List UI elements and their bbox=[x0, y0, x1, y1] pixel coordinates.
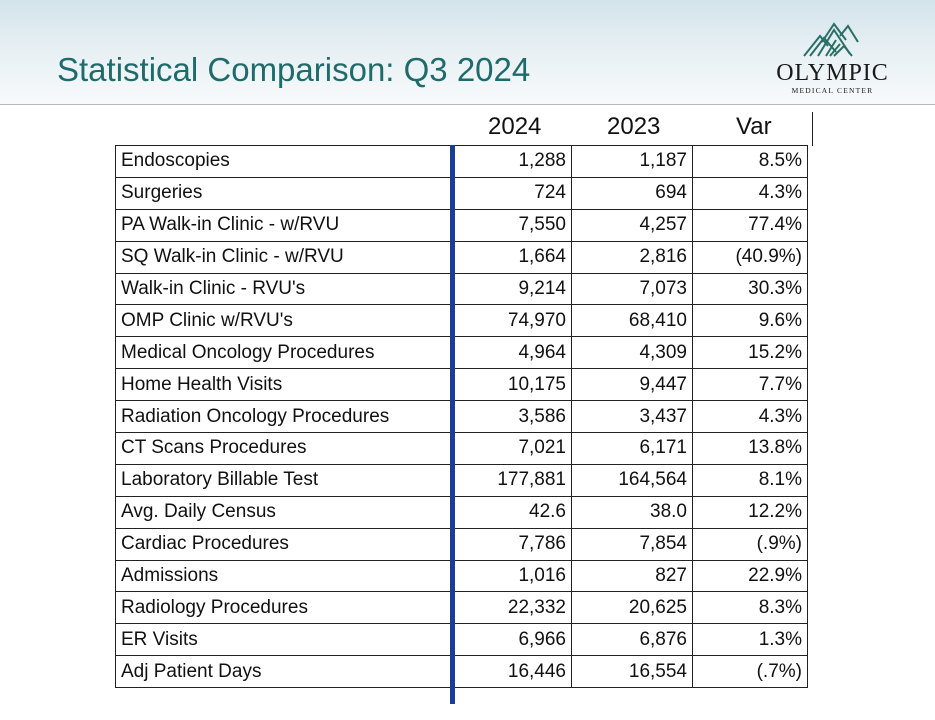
value-2024: 16,446 bbox=[450, 655, 572, 689]
row-label: PA Walk-in Clinic - w/RVU bbox=[115, 208, 451, 242]
value-2023: 4,257 bbox=[571, 208, 693, 242]
value-2023: 2,816 bbox=[571, 240, 693, 274]
column-header-2024: 2024 bbox=[488, 113, 542, 140]
value-2024: 9,214 bbox=[450, 272, 572, 306]
row-label: Radiology Procedures bbox=[115, 591, 451, 625]
logo-subtitle: MEDICAL CENTER bbox=[791, 86, 874, 95]
variance-value: 12.2% bbox=[692, 495, 808, 529]
row-label: Laboratory Billable Test bbox=[115, 463, 451, 497]
variance-value: 15.2% bbox=[692, 336, 808, 370]
value-2024: 3,586 bbox=[450, 400, 572, 434]
variance-value: 13.8% bbox=[692, 432, 808, 465]
variance-value: 4.3% bbox=[692, 400, 808, 434]
table-row: Medical Oncology Procedures 4,964 4,309 15.… bbox=[115, 336, 808, 370]
value-2024: 177,881 bbox=[450, 463, 572, 497]
value-2024: 7,021 bbox=[450, 432, 572, 465]
value-2024: 22,332 bbox=[450, 591, 572, 625]
value-2023: 6,171 bbox=[571, 432, 693, 465]
value-2024: 42.6 bbox=[450, 495, 572, 529]
value-2023: 68,410 bbox=[571, 304, 693, 338]
value-2024: 6,966 bbox=[450, 623, 572, 657]
table-row: Walk-in Clinic - RVU's 9,214 7,073 30.3% bbox=[115, 272, 808, 306]
header-divider bbox=[0, 104, 935, 105]
variance-value: (40.9%) bbox=[692, 240, 808, 274]
column-separator-bar bbox=[450, 145, 455, 704]
variance-value: 30.3% bbox=[692, 272, 808, 306]
row-label: Surgeries bbox=[115, 176, 451, 210]
value-2023: 3,437 bbox=[571, 400, 693, 434]
row-label: Walk-in Clinic - RVU's bbox=[115, 272, 451, 306]
value-2024: 1,288 bbox=[450, 145, 572, 178]
variance-value: 7.7% bbox=[692, 368, 808, 402]
row-label: Medical Oncology Procedures bbox=[115, 336, 451, 370]
row-label: CT Scans Procedures bbox=[115, 432, 451, 465]
table-row: Adj Patient Days 16,446 16,554 (.7%) bbox=[115, 655, 808, 689]
table-row: Home Health Visits 10,175 9,447 7.7% bbox=[115, 368, 808, 402]
value-2024: 724 bbox=[450, 176, 572, 210]
logo-name: OLYMPIC bbox=[776, 60, 889, 86]
olympic-logo: OLYMPIC MEDICAL CENTER bbox=[770, 18, 895, 98]
variance-value: 8.1% bbox=[692, 463, 808, 497]
value-2023: 1,187 bbox=[571, 145, 693, 178]
table-row: Radiology Procedures 22,332 20,625 8.3% bbox=[115, 591, 808, 625]
table-row: CT Scans Procedures 7,021 6,171 13.8% bbox=[115, 432, 808, 465]
table-row: SQ Walk-in Clinic - w/RVU 1,664 2,816 (40.9… bbox=[115, 240, 808, 274]
variance-value: 9.6% bbox=[692, 304, 808, 338]
value-2024: 1,664 bbox=[450, 240, 572, 274]
variance-value: 4.3% bbox=[692, 176, 808, 210]
value-2024: 7,550 bbox=[450, 208, 572, 242]
row-label: OMP Clinic w/RVU's bbox=[115, 304, 451, 338]
row-label: Avg. Daily Census bbox=[115, 495, 451, 529]
variance-value: 8.3% bbox=[692, 591, 808, 625]
table-row: Admissions 1,016 827 22.9% bbox=[115, 559, 808, 593]
table-row: PA Walk-in Clinic - w/RVU 7,550 4,257 77.4% bbox=[115, 208, 808, 242]
table-row: Radiation Oncology Procedures 3,586 3,437 4… bbox=[115, 400, 808, 434]
value-2023: 4,309 bbox=[571, 336, 693, 370]
value-2024: 4,964 bbox=[450, 336, 572, 370]
row-label: Radiation Oncology Procedures bbox=[115, 400, 451, 434]
variance-value: 1.3% bbox=[692, 623, 808, 657]
table-row: Endoscopies 1,288 1,187 8.5% bbox=[115, 145, 808, 178]
value-2024: 74,970 bbox=[450, 304, 572, 338]
table-row: OMP Clinic w/RVU's 74,970 68,410 9.6% bbox=[115, 304, 808, 338]
table-row: Cardiac Procedures 7,786 7,854 (.9%) bbox=[115, 527, 808, 561]
row-label: Cardiac Procedures bbox=[115, 527, 451, 561]
row-label: Adj Patient Days bbox=[115, 655, 451, 689]
row-label: Home Health Visits bbox=[115, 368, 451, 402]
row-label: Admissions bbox=[115, 559, 451, 593]
mountain-logo-icon bbox=[803, 22, 859, 57]
column-header-var: Var bbox=[736, 113, 772, 140]
slide-header: Statistical Comparison: Q3 2024 OLYMPIC … bbox=[0, 0, 935, 104]
value-2023: 827 bbox=[571, 559, 693, 593]
value-2023: 7,073 bbox=[571, 272, 693, 306]
column-header-2023: 2023 bbox=[607, 113, 661, 140]
row-label: SQ Walk-in Clinic - w/RVU bbox=[115, 240, 451, 274]
value-2023: 694 bbox=[571, 176, 693, 210]
variance-value: 22.9% bbox=[692, 559, 808, 593]
value-2024: 1,016 bbox=[450, 559, 572, 593]
value-2023: 164,564 bbox=[571, 463, 693, 497]
value-2023: 20,625 bbox=[571, 591, 693, 625]
statistics-table: Endoscopies 1,288 1,187 8.5% Surgeries 724 694… bbox=[115, 145, 808, 689]
value-2023: 7,854 bbox=[571, 527, 693, 561]
table-row: Surgeries 724 694 4.3% bbox=[115, 176, 808, 210]
value-2024: 10,175 bbox=[450, 368, 572, 402]
slide-title: Statistical Comparison: Q3 2024 bbox=[57, 51, 531, 88]
variance-value: (.7%) bbox=[692, 655, 808, 689]
row-label: ER Visits bbox=[115, 623, 451, 657]
variance-value: (.9%) bbox=[692, 527, 808, 561]
row-label: Endoscopies bbox=[115, 145, 451, 178]
value-2023: 38.0 bbox=[571, 495, 693, 529]
variance-value: 77.4% bbox=[692, 208, 808, 242]
value-2023: 9,447 bbox=[571, 368, 693, 402]
table-row: Laboratory Billable Test 177,881 164,564 8.… bbox=[115, 463, 808, 497]
value-2024: 7,786 bbox=[450, 527, 572, 561]
header-right-border bbox=[812, 112, 813, 146]
variance-value: 8.5% bbox=[692, 145, 808, 178]
value-2023: 16,554 bbox=[571, 655, 693, 689]
value-2023: 6,876 bbox=[571, 623, 693, 657]
table-row: Avg. Daily Census 42.6 38.0 12.2% bbox=[115, 495, 808, 529]
table-row: ER Visits 6,966 6,876 1.3% bbox=[115, 623, 808, 657]
